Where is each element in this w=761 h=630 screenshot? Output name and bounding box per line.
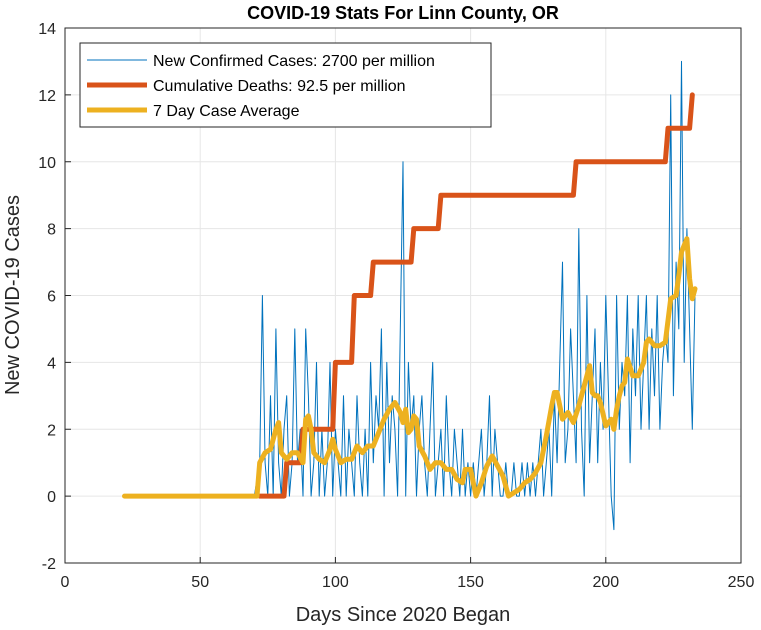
series-layer: [122, 60, 698, 531]
y-tick-label: 6: [47, 289, 56, 306]
y-tick-label: 2: [47, 422, 56, 439]
x-tick-label: 150: [457, 574, 484, 591]
y-tick-label: 14: [38, 21, 56, 38]
legend: New Confirmed Cases: 2700 per million Cum…: [79, 42, 492, 128]
x-tick-label: 50: [191, 574, 209, 591]
series-line-2: [122, 236, 698, 499]
x-tick-label: 250: [728, 574, 755, 591]
y-tick-label: 12: [38, 88, 56, 105]
plot-frame: [64, 27, 742, 564]
legend-label-2: 7 Day Case Average: [153, 103, 300, 120]
legend-label-1: Cumulative Deaths: 92.5 per million: [153, 78, 406, 95]
chart-title: COVID-19 Stats For Linn County, OR: [247, 3, 559, 23]
y-tick-label: -2: [42, 556, 56, 573]
x-axis-label: Days Since 2020 Began: [296, 604, 511, 626]
legend-label-0: New Confirmed Cases: 2700 per million: [153, 53, 435, 70]
x-tick-label: 100: [322, 574, 349, 591]
legend-box: [79, 42, 492, 128]
x-tick-label: 200: [592, 574, 619, 591]
series-line-1: [257, 92, 695, 499]
axis-ticks: 0 50 100 150 200 250 -2 0 2 4 6 8 10 12 14: [38, 21, 754, 591]
y-tick-label: 10: [38, 155, 56, 172]
y-tick-label: 8: [47, 222, 56, 239]
y-axis-label: New COVID-19 Cases: [2, 195, 24, 395]
y-tick-label: 4: [47, 355, 56, 372]
y-tick-label: 0: [47, 489, 56, 506]
x-tick-label: 0: [61, 574, 70, 591]
